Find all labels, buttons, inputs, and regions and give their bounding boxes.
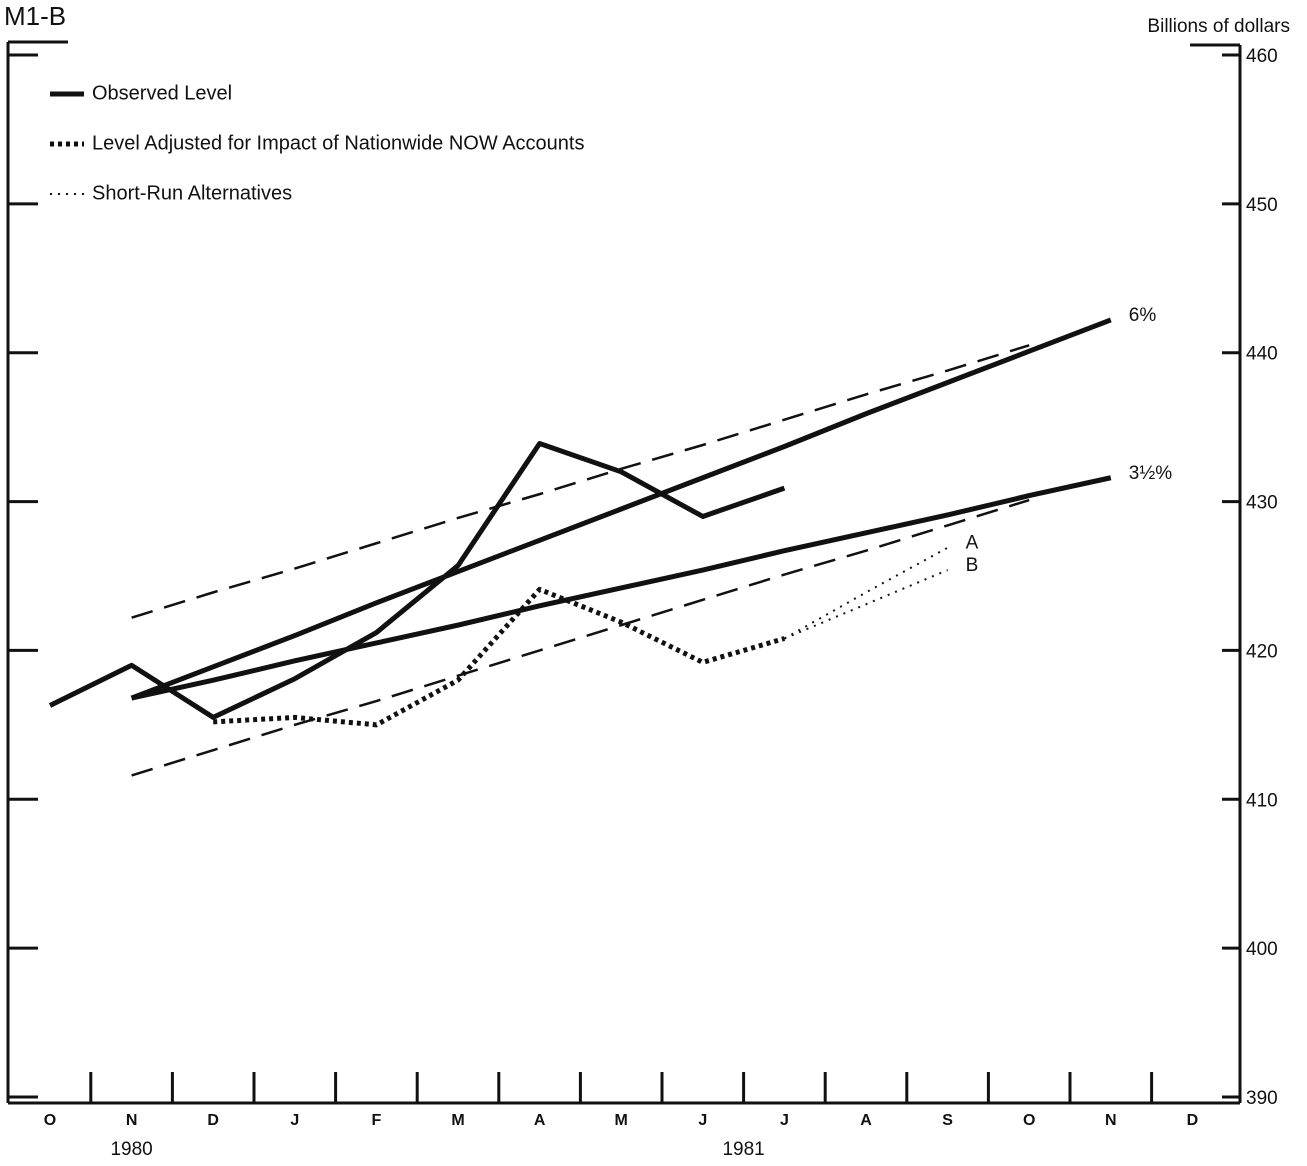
x-tick-label: J (698, 1112, 707, 1129)
end-label: A (966, 533, 979, 554)
legend-label: Short-Run Alternatives (92, 182, 292, 204)
series-line (131, 498, 1030, 777)
series-line (130, 317, 1112, 701)
end-label: 6% (1129, 305, 1157, 326)
x-tick-label: S (942, 1112, 953, 1129)
series-line (783, 546, 949, 640)
y-tick-label: 390 (1246, 1088, 1278, 1109)
x-tick-label: O (44, 1112, 56, 1129)
end-label: 3½% (1129, 463, 1172, 484)
chart-title: M1-B (4, 1, 66, 31)
x-tick-label: N (126, 1112, 138, 1129)
x-tick-label: N (1105, 1112, 1117, 1129)
x-tick-label: D (207, 1112, 219, 1129)
x-tick-label: M (615, 1112, 628, 1129)
y-tick-label: 430 (1246, 493, 1278, 514)
x-tick-label: J (780, 1112, 789, 1129)
series-line (213, 586, 786, 728)
year-label: 1981 (722, 1139, 764, 1160)
y-tick-label: 460 (1246, 46, 1278, 67)
series-line (131, 475, 1112, 701)
y-axis-label: Billions of dollars (1147, 16, 1290, 37)
x-tick-label: A (860, 1112, 872, 1129)
year-label: 1980 (110, 1139, 152, 1160)
x-tick-label: D (1187, 1112, 1199, 1129)
y-tick-label: 410 (1246, 790, 1278, 811)
x-tick-label: F (372, 1112, 382, 1129)
y-tick-label: 400 (1246, 939, 1278, 960)
x-tick-label: J (290, 1112, 299, 1129)
y-tick-label: 440 (1246, 344, 1278, 365)
x-tick-label: A (534, 1112, 546, 1129)
end-label: B (966, 555, 979, 576)
legend-label: Observed Level (92, 82, 232, 104)
y-tick-label: 450 (1246, 195, 1278, 216)
x-tick-label: M (451, 1112, 464, 1129)
legend-label: Level Adjusted for Impact of Nationwide … (92, 132, 584, 154)
series-line (131, 344, 1030, 619)
y-tick-label: 420 (1246, 641, 1278, 662)
series-line (48, 441, 786, 720)
series-line (784, 569, 948, 640)
x-tick-label: O (1023, 1112, 1035, 1129)
